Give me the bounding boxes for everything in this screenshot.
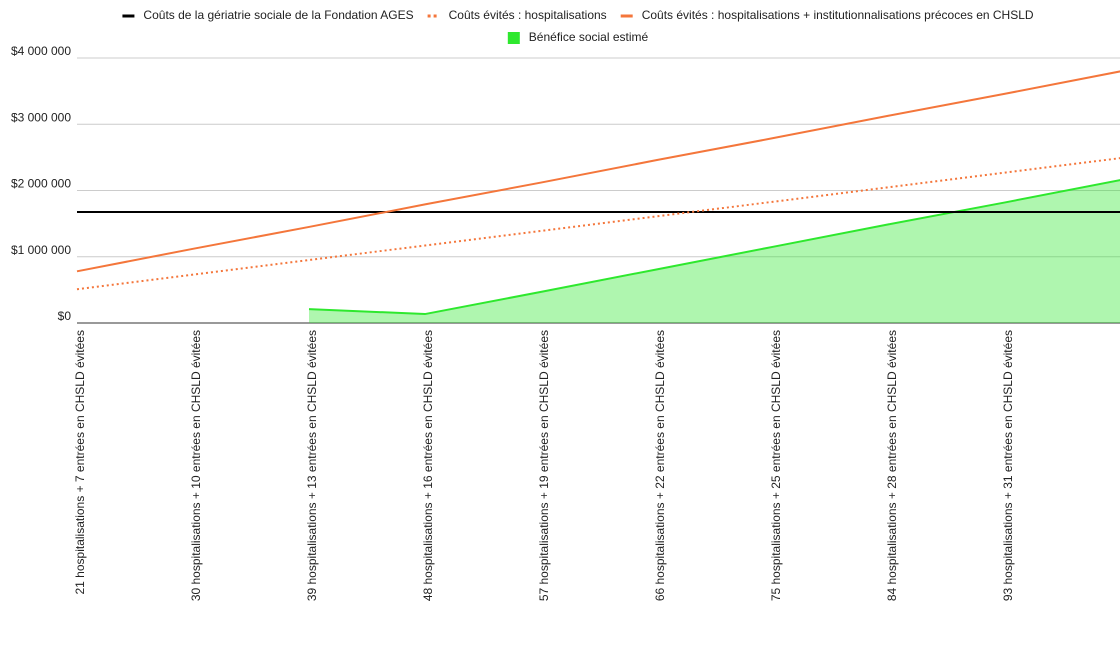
y-tick-label: $3 000 000 bbox=[11, 110, 71, 124]
legend-row: Coûts de la gériatrie sociale de la Fond… bbox=[122, 8, 1034, 22]
x-tick-label: 84 hospitalisations + 28 entrées en CHSL… bbox=[885, 330, 899, 601]
legend-label: Coûts évités : hospitalisations + instit… bbox=[642, 8, 1034, 22]
x-tick-label: 75 hospitalisations + 25 entrées en CHSL… bbox=[769, 330, 783, 601]
legend-row: Bénéfice social estimé bbox=[507, 30, 649, 44]
x-tick-label: 21 hospitalisations + 7 entrées en CHSLD… bbox=[73, 330, 87, 595]
legend-label: Coûts de la gériatrie sociale de la Fond… bbox=[143, 8, 413, 22]
legend-label: Bénéfice social estimé bbox=[529, 30, 649, 44]
y-tick-label: $0 bbox=[58, 309, 72, 323]
x-tick-label: 30 hospitalisations + 10 entrées en CHSL… bbox=[189, 330, 203, 601]
x-tick-label: 57 hospitalisations + 19 entrées en CHSL… bbox=[537, 330, 551, 601]
y-tick-label: $4 000 000 bbox=[11, 44, 71, 58]
line bbox=[308, 179, 1120, 316]
x-tick-label: 48 hospitalisations + 16 entrées en CHSL… bbox=[421, 330, 435, 601]
x-tick-label: 93 hospitalisations + 31 entrées en CHSL… bbox=[1001, 330, 1015, 601]
x-tick-label: 66 hospitalisations + 22 entrées en CHSL… bbox=[653, 330, 667, 601]
y-tick-label: $2 000 000 bbox=[11, 177, 71, 191]
legend-label: Coûts évités : hospitalisations bbox=[449, 8, 607, 22]
area bbox=[309, 180, 1120, 323]
x-tick-label: 39 hospitalisations + 13 entrées en CHSL… bbox=[305, 330, 319, 601]
line bbox=[76, 70, 1120, 273]
legend-swatch bbox=[507, 32, 520, 44]
y-tick-label: $1 000 000 bbox=[11, 243, 71, 257]
line bbox=[76, 157, 1120, 291]
